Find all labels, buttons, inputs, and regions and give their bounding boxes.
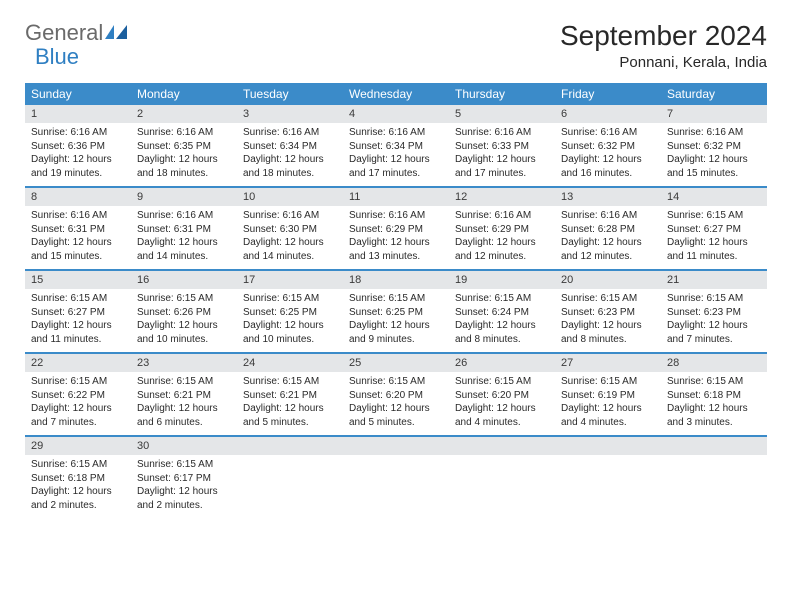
day-number-cell: 18 (343, 271, 449, 289)
day-number-cell: 16 (131, 271, 237, 289)
day-number-cell: 21 (661, 271, 767, 289)
day-number-row: 891011121314 (25, 188, 767, 206)
weekday-header: Tuesday (237, 83, 343, 105)
day-number-cell: 26 (449, 354, 555, 372)
day-number-cell: 6 (555, 105, 661, 123)
day-info-cell: Sunrise: 6:15 AMSunset: 6:18 PMDaylight:… (661, 372, 767, 435)
day-info-cell: Sunrise: 6:15 AMSunset: 6:25 PMDaylight:… (237, 289, 343, 352)
day-number-cell (661, 437, 767, 455)
day-number-cell (343, 437, 449, 455)
day-number-cell: 7 (661, 105, 767, 123)
day-info-cell (449, 455, 555, 518)
day-info-row: Sunrise: 6:16 AMSunset: 6:36 PMDaylight:… (25, 123, 767, 186)
day-number-cell: 29 (25, 437, 131, 455)
day-info-cell: Sunrise: 6:16 AMSunset: 6:32 PMDaylight:… (555, 123, 661, 186)
day-number-cell: 10 (237, 188, 343, 206)
day-info-cell: Sunrise: 6:15 AMSunset: 6:21 PMDaylight:… (237, 372, 343, 435)
day-info-cell: Sunrise: 6:16 AMSunset: 6:34 PMDaylight:… (237, 123, 343, 186)
weekday-header: Wednesday (343, 83, 449, 105)
day-info-cell: Sunrise: 6:15 AMSunset: 6:23 PMDaylight:… (555, 289, 661, 352)
day-info-cell (661, 455, 767, 518)
weekday-header: Sunday (25, 83, 131, 105)
logo: General (25, 20, 129, 46)
day-number-cell: 27 (555, 354, 661, 372)
day-info-cell: Sunrise: 6:15 AMSunset: 6:23 PMDaylight:… (661, 289, 767, 352)
day-number-cell: 2 (131, 105, 237, 123)
weekday-header: Saturday (661, 83, 767, 105)
month-title: September 2024 (560, 20, 767, 52)
calendar-page: General September 2024 Ponnani, Kerala, … (0, 0, 792, 538)
day-number-cell: 13 (555, 188, 661, 206)
day-number-cell: 19 (449, 271, 555, 289)
weekday-header: Thursday (449, 83, 555, 105)
logo-text-blue: Blue (35, 44, 79, 70)
day-info-cell: Sunrise: 6:16 AMSunset: 6:28 PMDaylight:… (555, 206, 661, 269)
day-info-cell: Sunrise: 6:15 AMSunset: 6:20 PMDaylight:… (449, 372, 555, 435)
logo-sail-icon (105, 25, 127, 41)
day-number-cell (555, 437, 661, 455)
day-number-cell: 17 (237, 271, 343, 289)
day-info-cell: Sunrise: 6:16 AMSunset: 6:31 PMDaylight:… (131, 206, 237, 269)
day-number-cell: 5 (449, 105, 555, 123)
day-info-cell: Sunrise: 6:16 AMSunset: 6:31 PMDaylight:… (25, 206, 131, 269)
header: General September 2024 Ponnani, Kerala, … (25, 20, 767, 71)
day-number-cell (237, 437, 343, 455)
day-number-cell: 28 (661, 354, 767, 372)
day-number-cell (449, 437, 555, 455)
day-info-cell: Sunrise: 6:15 AMSunset: 6:21 PMDaylight:… (131, 372, 237, 435)
day-info-cell: Sunrise: 6:16 AMSunset: 6:30 PMDaylight:… (237, 206, 343, 269)
day-info-cell (237, 455, 343, 518)
day-number-cell: 15 (25, 271, 131, 289)
day-info-cell: Sunrise: 6:15 AMSunset: 6:20 PMDaylight:… (343, 372, 449, 435)
day-number-cell: 25 (343, 354, 449, 372)
day-info-cell: Sunrise: 6:15 AMSunset: 6:27 PMDaylight:… (25, 289, 131, 352)
day-info-cell: Sunrise: 6:15 AMSunset: 6:24 PMDaylight:… (449, 289, 555, 352)
day-number-row: 22232425262728 (25, 354, 767, 372)
day-info-cell: Sunrise: 6:16 AMSunset: 6:34 PMDaylight:… (343, 123, 449, 186)
day-number-cell: 3 (237, 105, 343, 123)
weekday-header: Friday (555, 83, 661, 105)
day-info-row: Sunrise: 6:15 AMSunset: 6:22 PMDaylight:… (25, 372, 767, 435)
day-number-row: 15161718192021 (25, 271, 767, 289)
day-number-cell: 9 (131, 188, 237, 206)
location-text: Ponnani, Kerala, India (560, 54, 767, 71)
day-info-cell (555, 455, 661, 518)
day-info-cell: Sunrise: 6:15 AMSunset: 6:22 PMDaylight:… (25, 372, 131, 435)
day-number-cell: 30 (131, 437, 237, 455)
title-block: September 2024 Ponnani, Kerala, India (560, 20, 767, 71)
day-number-cell: 24 (237, 354, 343, 372)
calendar-table: Sunday Monday Tuesday Wednesday Thursday… (25, 83, 767, 518)
calendar-body: 1234567Sunrise: 6:16 AMSunset: 6:36 PMDa… (25, 105, 767, 518)
day-info-cell: Sunrise: 6:16 AMSunset: 6:33 PMDaylight:… (449, 123, 555, 186)
day-info-row: Sunrise: 6:16 AMSunset: 6:31 PMDaylight:… (25, 206, 767, 269)
logo-text-general: General (25, 20, 103, 46)
day-info-cell: Sunrise: 6:16 AMSunset: 6:29 PMDaylight:… (343, 206, 449, 269)
day-number-cell: 4 (343, 105, 449, 123)
day-info-cell: Sunrise: 6:16 AMSunset: 6:29 PMDaylight:… (449, 206, 555, 269)
day-info-cell: Sunrise: 6:15 AMSunset: 6:25 PMDaylight:… (343, 289, 449, 352)
day-info-cell: Sunrise: 6:15 AMSunset: 6:26 PMDaylight:… (131, 289, 237, 352)
weekday-header: Monday (131, 83, 237, 105)
day-info-row: Sunrise: 6:15 AMSunset: 6:18 PMDaylight:… (25, 455, 767, 518)
day-number-cell: 12 (449, 188, 555, 206)
day-info-cell (343, 455, 449, 518)
day-info-cell: Sunrise: 6:16 AMSunset: 6:36 PMDaylight:… (25, 123, 131, 186)
day-number-row: 2930 (25, 437, 767, 455)
day-number-cell: 8 (25, 188, 131, 206)
day-number-cell: 23 (131, 354, 237, 372)
day-info-cell: Sunrise: 6:15 AMSunset: 6:19 PMDaylight:… (555, 372, 661, 435)
day-number-cell: 11 (343, 188, 449, 206)
day-number-cell: 1 (25, 105, 131, 123)
day-info-cell: Sunrise: 6:16 AMSunset: 6:35 PMDaylight:… (131, 123, 237, 186)
day-number-row: 1234567 (25, 105, 767, 123)
day-info-cell: Sunrise: 6:16 AMSunset: 6:32 PMDaylight:… (661, 123, 767, 186)
day-info-cell: Sunrise: 6:15 AMSunset: 6:17 PMDaylight:… (131, 455, 237, 518)
day-info-cell: Sunrise: 6:15 AMSunset: 6:18 PMDaylight:… (25, 455, 131, 518)
day-info-row: Sunrise: 6:15 AMSunset: 6:27 PMDaylight:… (25, 289, 767, 352)
weekday-header-row: Sunday Monday Tuesday Wednesday Thursday… (25, 83, 767, 105)
day-number-cell: 14 (661, 188, 767, 206)
day-info-cell: Sunrise: 6:15 AMSunset: 6:27 PMDaylight:… (661, 206, 767, 269)
day-number-cell: 20 (555, 271, 661, 289)
day-number-cell: 22 (25, 354, 131, 372)
